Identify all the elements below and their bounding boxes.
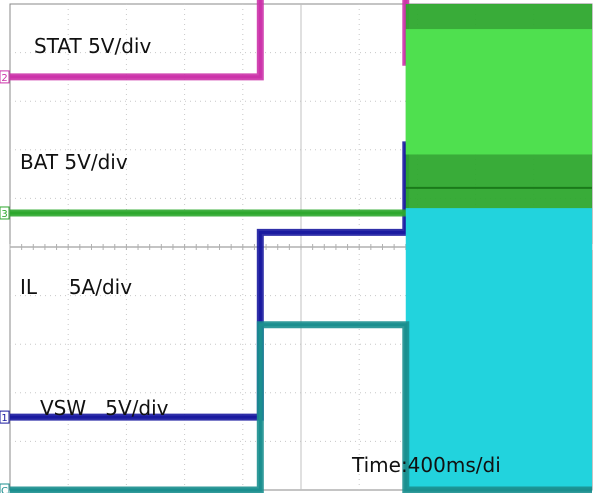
channel-marker-label: 2 xyxy=(1,73,7,84)
bat-channel-label: BAT 5V/div xyxy=(20,150,128,174)
channel-marker-box xyxy=(0,483,10,493)
channel-marker-label: 3 xyxy=(1,209,7,220)
channel-marker-box xyxy=(0,410,10,424)
il-envelope-core xyxy=(405,29,592,155)
channel-markers: 2 1 3 C xyxy=(0,70,10,493)
traces xyxy=(10,0,592,493)
channel-marker-label: 1 xyxy=(1,413,7,424)
vsw-trace-core xyxy=(10,323,592,492)
vsw-channel-label: VSW 5V/div xyxy=(40,396,169,420)
vsw-switching-envelope xyxy=(405,208,592,490)
stat-channel-label: STAT 5V/div xyxy=(34,34,152,58)
timebase-label: Time:400ms/di xyxy=(352,453,501,477)
channel-marker-label: C xyxy=(1,486,8,493)
channel-marker-box xyxy=(0,206,10,220)
channel-marker-box xyxy=(0,70,10,84)
il-channel-label: IL 5A/div xyxy=(20,275,133,299)
